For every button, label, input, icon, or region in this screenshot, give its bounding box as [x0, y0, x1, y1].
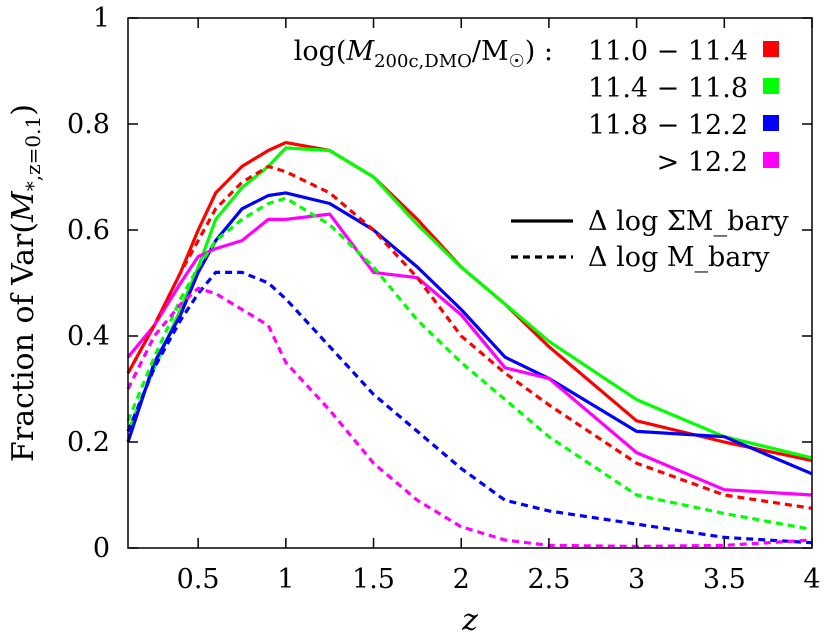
series-line-single-bin-3 — [126, 286, 813, 549]
legend-mass-title-sub: 200c,DMO — [374, 51, 472, 72]
series-line-sum-bin-3 — [126, 212, 813, 497]
series-line-single-bin-0 — [126, 164, 813, 510]
legend-color-swatch — [763, 78, 779, 94]
y-axis: 0 0.2 0.4 0.6 0.8 1 — [67, 3, 812, 564]
x-tick-label: 1.5 — [352, 564, 395, 595]
x-tick-label: 2.5 — [527, 564, 570, 595]
series-line-single-bin-1 — [126, 196, 813, 532]
series-line-sum-bin-2 — [126, 191, 813, 476]
legend-mass-title-rest: /M — [472, 36, 509, 67]
legend-line-styles: Δ log ΣM_bary Δ log M_bary — [511, 206, 789, 273]
y-axis-label-sub: *,z=0.1 — [21, 116, 45, 191]
y-axis-label: Fraction of Var(M*,z=0.1) — [6, 104, 45, 462]
x-tick-label: 3 — [628, 564, 645, 595]
y-tick-label: 0.8 — [67, 109, 110, 140]
x-tick-label: 3.5 — [703, 564, 746, 595]
legend-style-label: Δ log ΣM_bary — [588, 206, 789, 237]
legend-mass-title-log: log( — [294, 36, 347, 67]
legend-bin-label: 11.4 − 11.8 — [588, 73, 748, 104]
y-tick-label: 1 — [93, 3, 110, 34]
x-axis-label: z — [461, 603, 478, 636]
legend-mass-title-sun: ☉ — [509, 51, 525, 72]
x-tick-label: 0.5 — [177, 564, 220, 595]
legend-bin-label: 11.0 − 11.4 — [588, 36, 748, 67]
y-axis-label-M: M — [6, 190, 41, 223]
legend-color-swatch — [763, 152, 779, 168]
legend-bin-label: 11.8 − 12.2 — [588, 110, 748, 141]
x-axis: 0.5 1 1.5 2 2.5 3 3.5 4 — [177, 18, 821, 595]
series-layer — [126, 141, 813, 549]
legend-mass-title-M: M — [345, 36, 375, 67]
y-tick-label: 0.6 — [67, 215, 110, 246]
legend-color-swatch — [763, 115, 779, 131]
y-tick-label: 0 — [93, 533, 110, 564]
series-line-sum-bin-1 — [126, 146, 813, 460]
y-axis-label-close: ) — [6, 104, 41, 116]
plot-frame — [127, 17, 813, 549]
legend: log(M200c,DMO/M☉) : 11.0 − 11.4 11.4 − 11… — [294, 36, 790, 273]
legend-mass-title: log(M200c,DMO/M☉) : — [294, 36, 553, 72]
y-axis-label-prefix: Fraction of Var( — [6, 222, 41, 462]
y-tick-label: 0.2 — [67, 427, 110, 458]
legend-style-label: Δ log M_bary — [588, 242, 770, 273]
x-tick-label: 4 — [803, 564, 820, 595]
legend-mass-title-colon: ) : — [525, 36, 553, 67]
series-line-single-bin-2 — [126, 270, 813, 545]
legend-color-swatch — [763, 41, 779, 57]
legend-mass-bins: 11.0 − 11.4 11.4 − 11.8 11.8 − 12.2 > 12.2 — [588, 36, 779, 178]
y-tick-label: 0.4 — [67, 321, 110, 352]
x-tick-label: 2 — [453, 564, 470, 595]
x-tick-label: 1 — [277, 564, 294, 595]
legend-bin-label: > 12.2 — [657, 147, 748, 178]
